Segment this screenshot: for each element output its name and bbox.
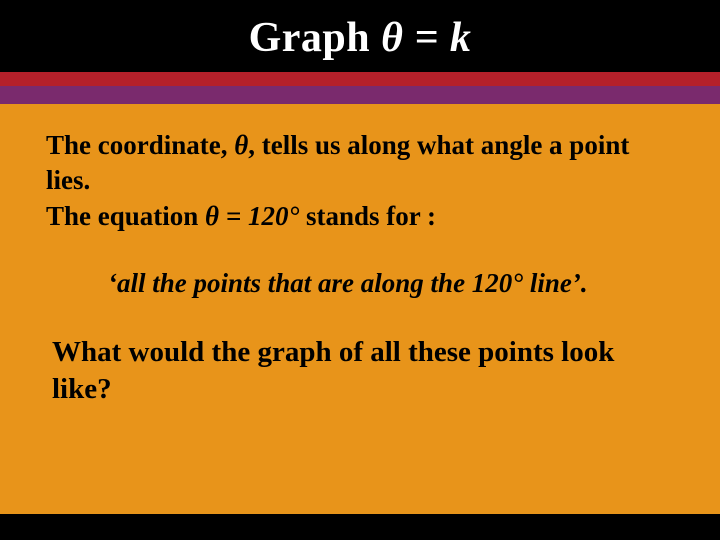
- stripe-red: [0, 72, 720, 86]
- slide-footer: [0, 514, 720, 540]
- slide: Graph θ = k The coordinate, θ, tells us …: [0, 0, 720, 540]
- para2-post: stands for :: [299, 201, 436, 231]
- slide-title: Graph θ = k: [0, 14, 720, 62]
- paragraph-1: The coordinate, θ, tells us along what a…: [46, 128, 674, 197]
- title-prefix: Graph: [249, 15, 382, 61]
- para2-theta: θ: [205, 201, 219, 231]
- para2-eq: = 120°: [219, 201, 299, 231]
- question-text: What would the graph of all these points…: [52, 334, 674, 408]
- para2-pre: The equation: [46, 201, 205, 231]
- title-theta: θ: [381, 15, 403, 61]
- title-eq: = k: [403, 15, 471, 61]
- slide-header: Graph θ = k: [0, 0, 720, 72]
- para1-theta: θ: [234, 130, 248, 160]
- slide-content: The coordinate, θ, tells us along what a…: [0, 104, 720, 408]
- stripe-purple: [0, 86, 720, 104]
- quote-text: ‘all the points that are along the 120° …: [108, 266, 674, 301]
- paragraph-2: The equation θ = 120° stands for :: [46, 199, 674, 234]
- para1-pre: The coordinate,: [46, 130, 234, 160]
